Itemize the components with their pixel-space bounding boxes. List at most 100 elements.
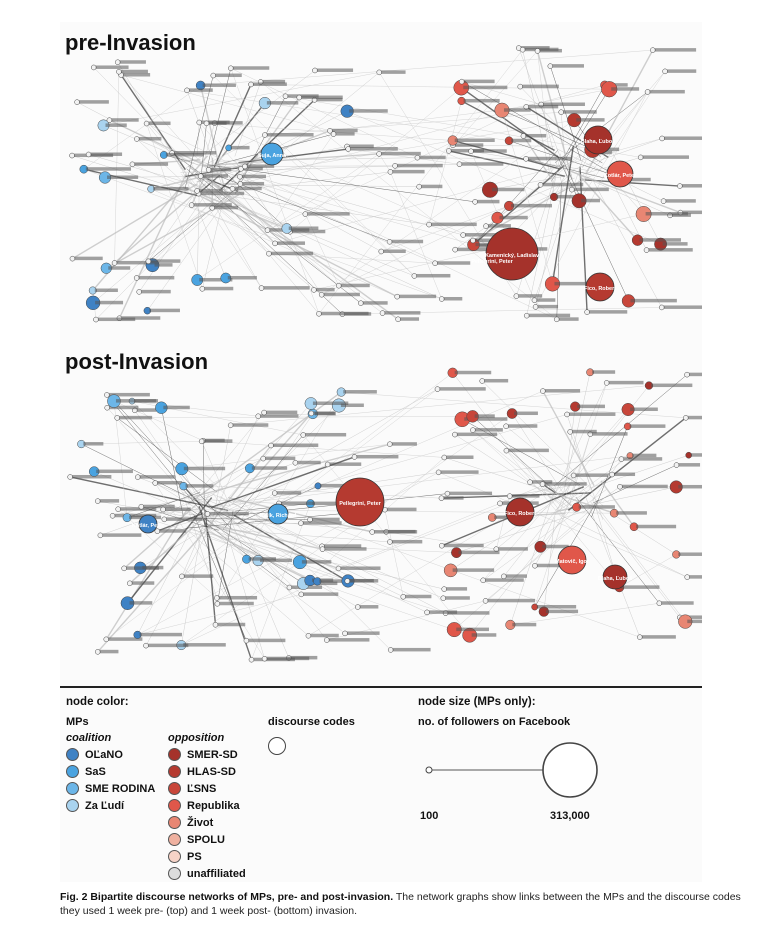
network-node (553, 316, 560, 323)
network-edge (584, 179, 680, 187)
network-edge (558, 85, 605, 167)
network-edge (228, 522, 301, 525)
network-node (537, 182, 544, 188)
network-node (324, 461, 331, 468)
network-edge (510, 603, 660, 626)
legend-swatch (66, 765, 79, 778)
legend-label: OĽaNO (85, 748, 123, 761)
network-node (438, 495, 445, 501)
network-edge (201, 123, 215, 168)
node-label-mark (202, 83, 236, 87)
node-label-mark (545, 609, 579, 614)
network-edge (188, 518, 311, 520)
node-label-mark (208, 121, 227, 125)
node-label-mark (99, 499, 120, 503)
network-node (378, 248, 385, 255)
node-label-mark (654, 48, 697, 52)
node-label-mark (200, 191, 245, 196)
network-edge (205, 516, 217, 625)
node-label-mark (165, 507, 191, 511)
network-node (354, 604, 361, 610)
node-label-mark (374, 530, 418, 534)
network-edge (95, 190, 223, 320)
node-label-mark (242, 166, 263, 171)
node-label-mark (340, 283, 370, 288)
network-edge (483, 489, 607, 581)
network-node (114, 59, 121, 65)
legend-swatch (168, 833, 181, 846)
network-edge (137, 476, 220, 510)
network-node (260, 455, 267, 462)
node-label-mark (662, 242, 688, 246)
network-node (136, 289, 142, 295)
node-label-mark (399, 294, 437, 299)
node-label-mark (277, 241, 306, 245)
network-edge (303, 434, 470, 636)
network-node (683, 415, 689, 421)
network-node (114, 415, 120, 421)
network-edge (540, 482, 571, 547)
network-edge (461, 100, 555, 152)
node-label-mark (446, 455, 474, 459)
node-label-mark (625, 177, 651, 182)
network-edge (289, 87, 462, 232)
node-label-mark (138, 136, 162, 141)
network-edge (318, 49, 523, 314)
network-edge (609, 511, 677, 555)
mp-node-large (583, 125, 613, 155)
node-label-mark (323, 544, 362, 548)
node-label-mark (149, 308, 180, 313)
node-label-mark (494, 515, 515, 519)
network-node (532, 562, 538, 569)
network-edge (208, 193, 430, 225)
network-node (400, 594, 407, 600)
network-edge (145, 512, 219, 646)
discourse-codes-label: discourse codes (268, 716, 355, 728)
node-label-mark (456, 627, 489, 632)
network-node (468, 148, 474, 155)
node-label-mark (319, 483, 356, 488)
network-edge (188, 443, 390, 499)
network-edge (164, 502, 185, 520)
legend-swatch (168, 799, 181, 812)
network-edge (217, 165, 291, 232)
network-node (540, 388, 546, 394)
node-label-mark (641, 635, 676, 639)
network-node (248, 81, 254, 88)
node-label-mark (623, 457, 663, 461)
network-node (179, 573, 185, 580)
network-node (480, 577, 486, 584)
legend-item-hlas-sd: HLAS-SD (168, 765, 236, 778)
network-node (432, 260, 438, 267)
network-node (115, 506, 121, 512)
node-label-mark (139, 632, 183, 637)
node-label-mark (645, 211, 688, 216)
node-label-mark (525, 133, 547, 138)
node-label-mark (472, 149, 507, 153)
node-label-mark (95, 65, 129, 69)
node-label-mark (312, 401, 349, 405)
node-label-mark (511, 138, 532, 143)
network-edge (508, 177, 575, 207)
network-edge (163, 509, 615, 514)
network-node (93, 316, 99, 323)
network-node (570, 472, 577, 479)
network-edge (535, 185, 564, 307)
network-node (152, 480, 158, 486)
network-edge (113, 400, 232, 530)
network-edge (534, 486, 579, 566)
network-edge (146, 123, 203, 289)
node-label-mark (454, 143, 484, 147)
node-label-mark (356, 454, 399, 459)
node-size-min-label: 100 (420, 810, 439, 822)
node-label-mark (592, 370, 616, 374)
node-label-mark (120, 507, 157, 511)
network-node (482, 598, 489, 604)
opposition-label: opposition (168, 732, 225, 744)
network-edge (589, 454, 689, 489)
node-size-subtitle: no. of followers on Facebook (418, 716, 571, 728)
node-label-mark (514, 411, 538, 416)
mp-node-large (602, 564, 628, 590)
node-label-mark (109, 405, 139, 410)
node-label-mark (105, 123, 127, 127)
